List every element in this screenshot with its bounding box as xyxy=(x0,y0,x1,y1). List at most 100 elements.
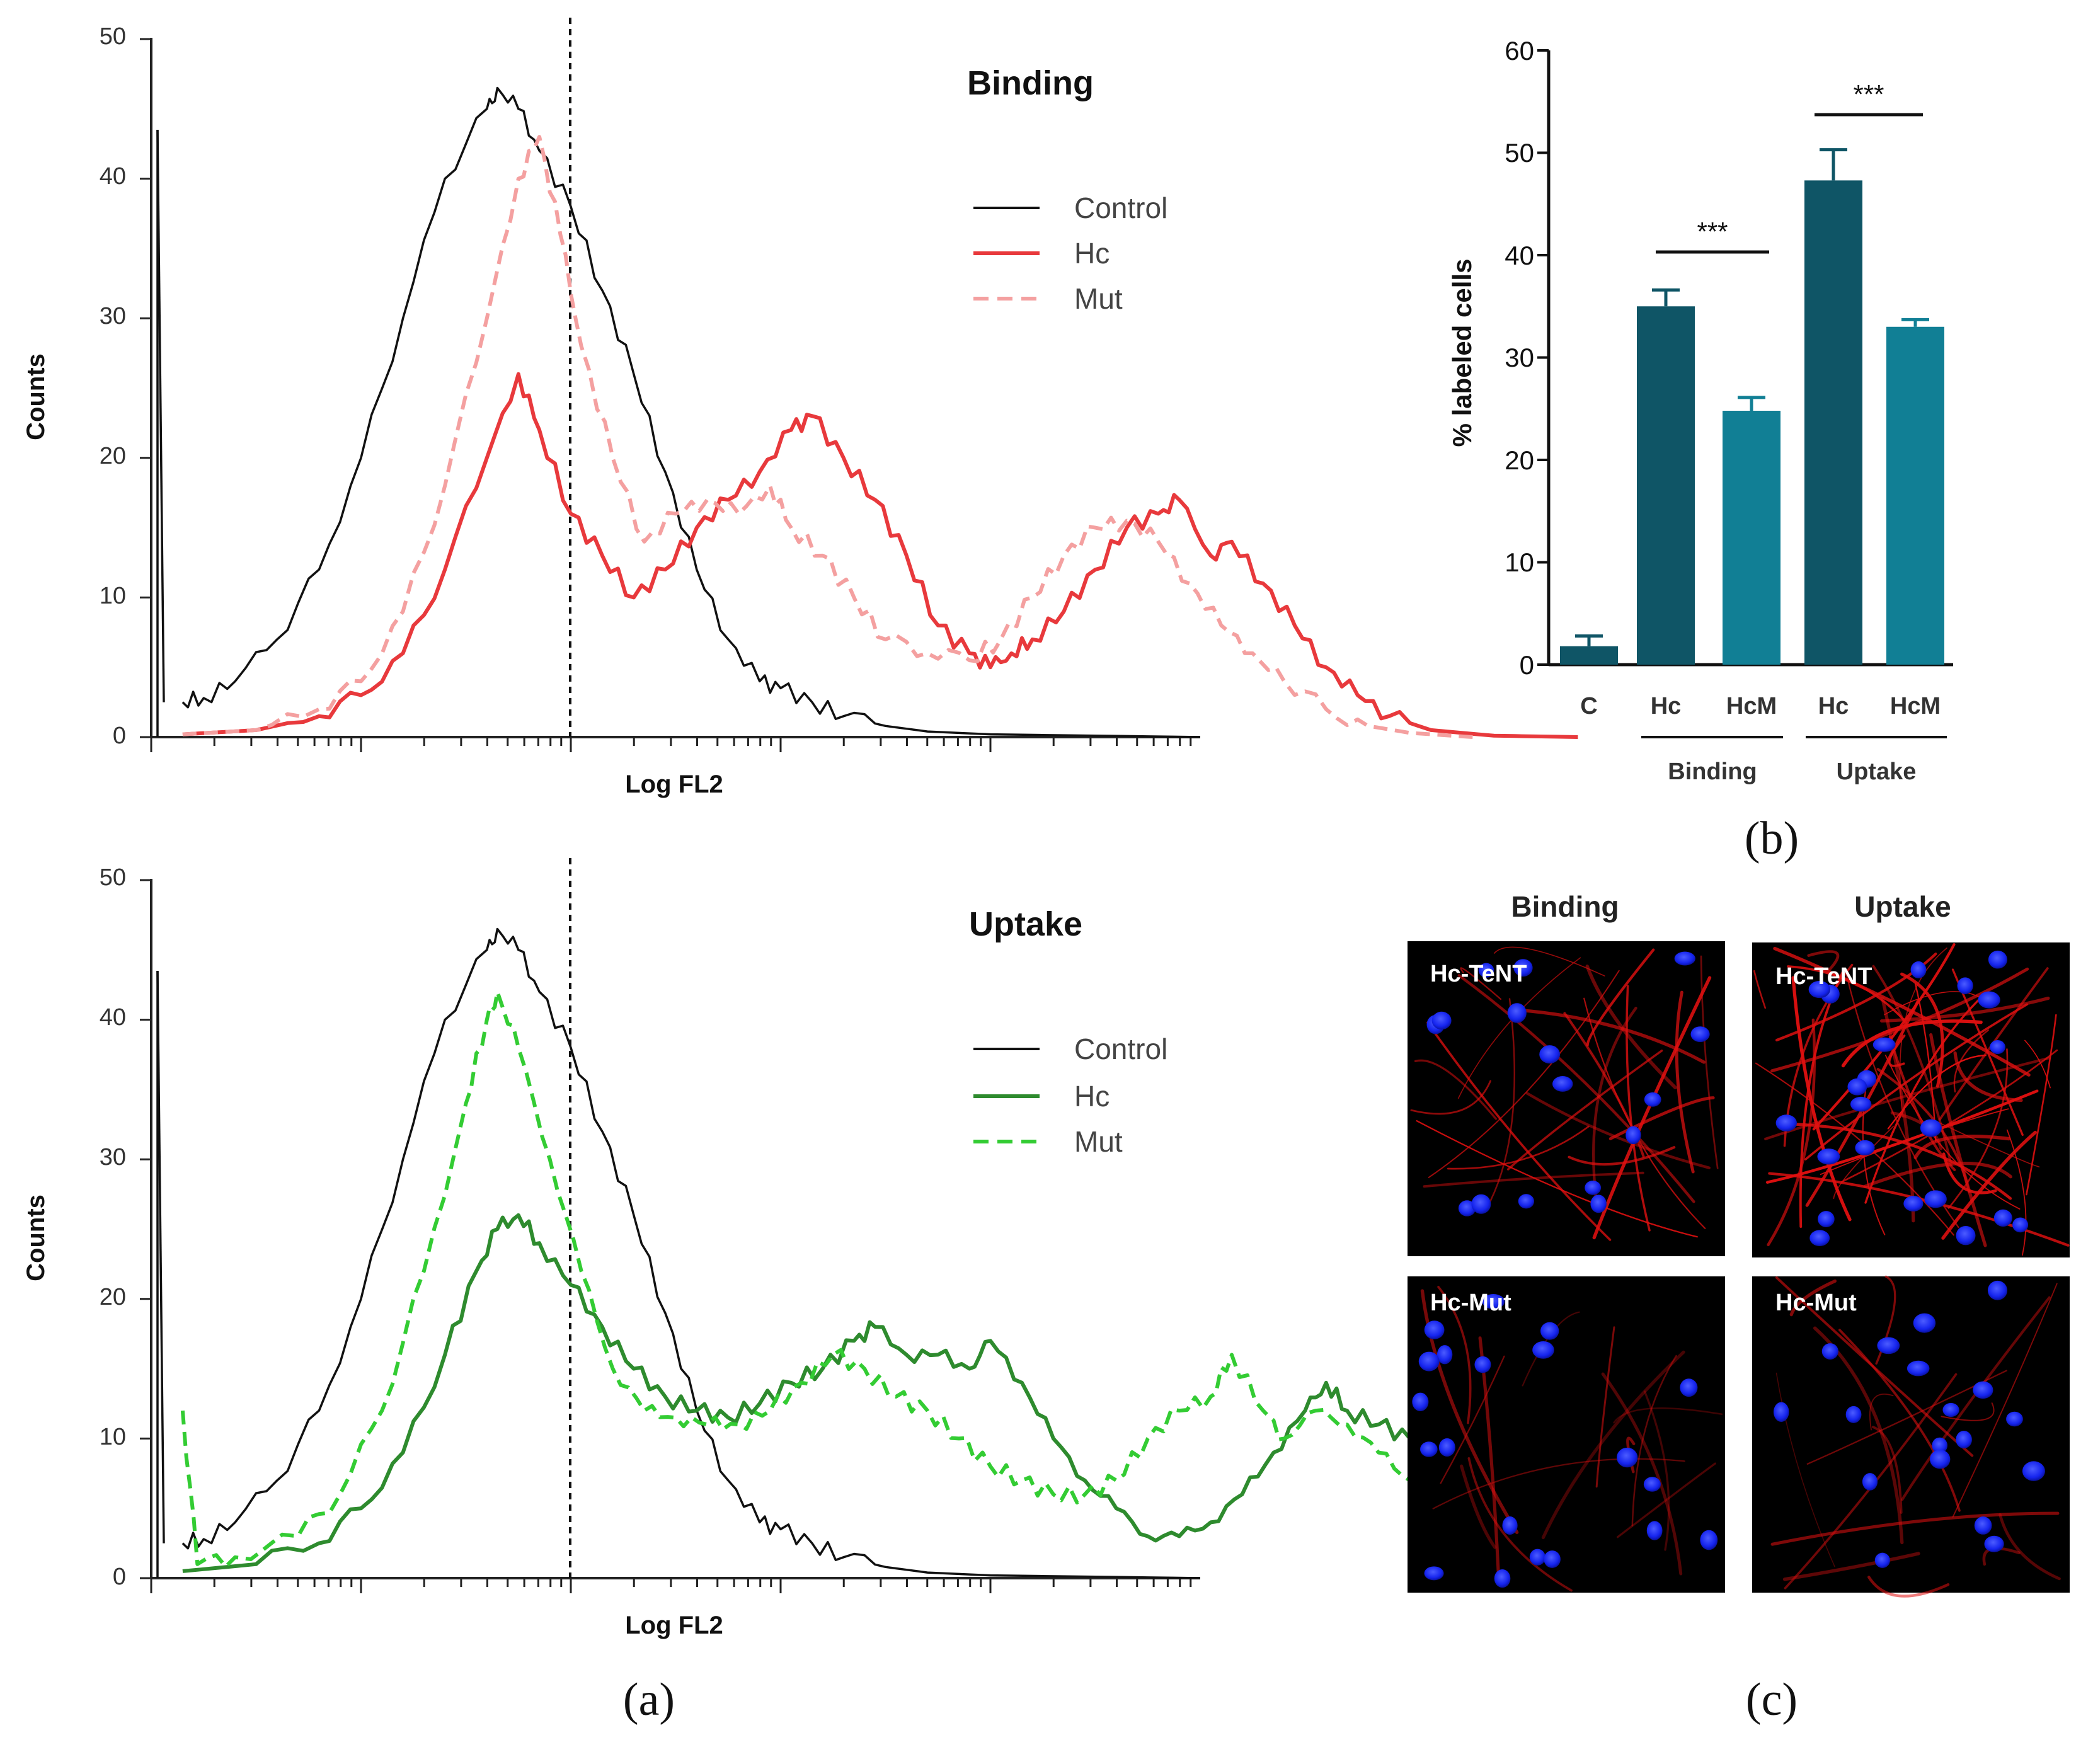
neurite xyxy=(1426,1021,1612,1241)
y-tick-label: 10 xyxy=(100,583,126,609)
neurite xyxy=(1833,1126,1894,1200)
neurite xyxy=(1770,1511,2060,1546)
neurite xyxy=(1626,985,1651,1232)
nucleus xyxy=(1855,1140,1875,1156)
legend-label-hc: Hc xyxy=(1074,237,1110,270)
nucleus xyxy=(1539,1045,1561,1064)
y-tick-label: 30 xyxy=(1505,343,1534,372)
binding-chart-title: Binding xyxy=(967,64,1094,102)
neurite xyxy=(1784,1373,1958,1589)
y-tick-label: 0 xyxy=(113,723,126,749)
bar-0 xyxy=(1560,646,1618,665)
significance-label-binding: *** xyxy=(1697,217,1728,246)
uptake-y-axis-title: Counts xyxy=(22,1194,50,1281)
binding-x-ticks xyxy=(150,737,1192,752)
neuron-network xyxy=(1770,1275,2061,1598)
neurite xyxy=(1416,1120,1698,1238)
series-line-control xyxy=(181,927,1201,1579)
nucleus xyxy=(1903,1196,1924,1211)
neurite xyxy=(1941,1130,2038,1240)
nucleus xyxy=(1907,1360,1930,1377)
y-tick-label: 20 xyxy=(1505,445,1534,475)
neurite xyxy=(1675,990,1695,1174)
nucleus xyxy=(1529,1549,1545,1566)
nucleus xyxy=(1474,1356,1491,1373)
neurite xyxy=(1952,1283,2058,1518)
legend-label-control: Control xyxy=(1074,1033,1167,1065)
category-label-uptake-hcm: HcM xyxy=(1890,693,1941,719)
neurite xyxy=(2024,1040,2051,1089)
nucleus xyxy=(1458,1200,1476,1217)
nucleus xyxy=(1431,1011,1452,1030)
group-label-uptake: Uptake xyxy=(1837,759,1917,785)
neurite xyxy=(1525,1092,1711,1169)
bar-y-axis-title: % labeled cells xyxy=(1447,259,1477,447)
y-tick-label: 40 xyxy=(100,1004,126,1031)
bar-1 xyxy=(1637,306,1695,665)
neurite xyxy=(1460,967,1502,1000)
neuron-network xyxy=(1753,943,2070,1256)
nucleus xyxy=(1690,1026,1710,1043)
nucleus xyxy=(1646,1521,1663,1540)
neurite xyxy=(1863,1162,2012,1188)
neurite xyxy=(1460,1464,1497,1549)
uptake-legend: Control Hc Mut xyxy=(973,1033,1167,1158)
neurite xyxy=(1484,998,1515,1212)
nucleus xyxy=(1850,1096,1872,1112)
bar-y-ticks: 0 10 20 30 40 50 60 xyxy=(1505,36,1549,680)
nucleus xyxy=(1817,1148,1840,1165)
binding-series xyxy=(156,86,1578,739)
neuron-network xyxy=(1410,946,1719,1241)
neurite xyxy=(1414,1059,1497,1120)
neurite xyxy=(1775,1372,1835,1567)
neurite xyxy=(1432,1458,1685,1509)
neurite xyxy=(1585,965,1677,1090)
series-line-hc xyxy=(182,1213,1620,1573)
nucleus xyxy=(1412,1392,1429,1411)
neurite xyxy=(1568,1146,1676,1166)
neurite xyxy=(1457,974,1695,1203)
neurite xyxy=(1841,1019,1983,1068)
nucleus xyxy=(2012,1217,2029,1233)
neurite xyxy=(1937,1121,2040,1168)
neurite xyxy=(1592,1006,1637,1211)
neurite xyxy=(1631,1354,1677,1526)
nucleus xyxy=(1617,1447,1638,1468)
neurite xyxy=(1601,1372,1683,1576)
bar-y-axis: 0 10 20 30 40 50 60 % labeled cells xyxy=(1447,36,1551,680)
neurite xyxy=(1753,970,1767,1009)
micrograph-label: Hc-TeNT xyxy=(1775,963,1872,990)
neurite xyxy=(1998,1513,2061,1581)
significance-label-uptake: *** xyxy=(1853,79,1884,109)
neuron-network xyxy=(1412,1285,1723,1592)
series-line-control xyxy=(181,86,1201,738)
neurite xyxy=(1410,1080,1492,1115)
neurite xyxy=(1888,1034,1906,1067)
bar-2 xyxy=(1723,411,1780,665)
neurite xyxy=(1838,1329,1961,1512)
micrograph-label: Hc-Mut xyxy=(1775,1290,1857,1316)
nucleus xyxy=(1874,1552,1890,1568)
nucleus xyxy=(1978,991,2000,1009)
micrograph-uptake-hc-mut: Hc-Mut xyxy=(1752,1275,2070,1598)
nucleus xyxy=(1544,1550,1561,1568)
bar-4 xyxy=(1886,326,1944,665)
y-tick-label: 50 xyxy=(100,864,126,891)
series-line-hc xyxy=(182,372,1578,739)
neurite xyxy=(1541,1350,1685,1540)
nucleus xyxy=(1913,1313,1936,1333)
nucleus xyxy=(1513,959,1533,977)
y-tick-label: 0 xyxy=(113,1564,126,1590)
uptake-y-axis: 0 10 20 30 40 50 Counts xyxy=(22,864,152,1590)
neurite xyxy=(1506,1050,1663,1171)
nucleus xyxy=(1680,1378,1698,1397)
nucleus xyxy=(1644,1092,1661,1107)
y-tick-label: 50 xyxy=(1505,138,1534,168)
nucleus xyxy=(1585,1180,1602,1195)
uptake-x-axis-title: Log FL2 xyxy=(625,1612,723,1639)
bar-group-labels: Binding Uptake xyxy=(1641,736,1947,785)
binding-histogram: 0 10 20 30 40 50 Counts Log FL2 Binding … xyxy=(22,18,1578,798)
legend-label-mut: Mut xyxy=(1074,282,1123,315)
nucleus xyxy=(1872,1037,1896,1052)
nucleus xyxy=(1518,1194,1534,1209)
